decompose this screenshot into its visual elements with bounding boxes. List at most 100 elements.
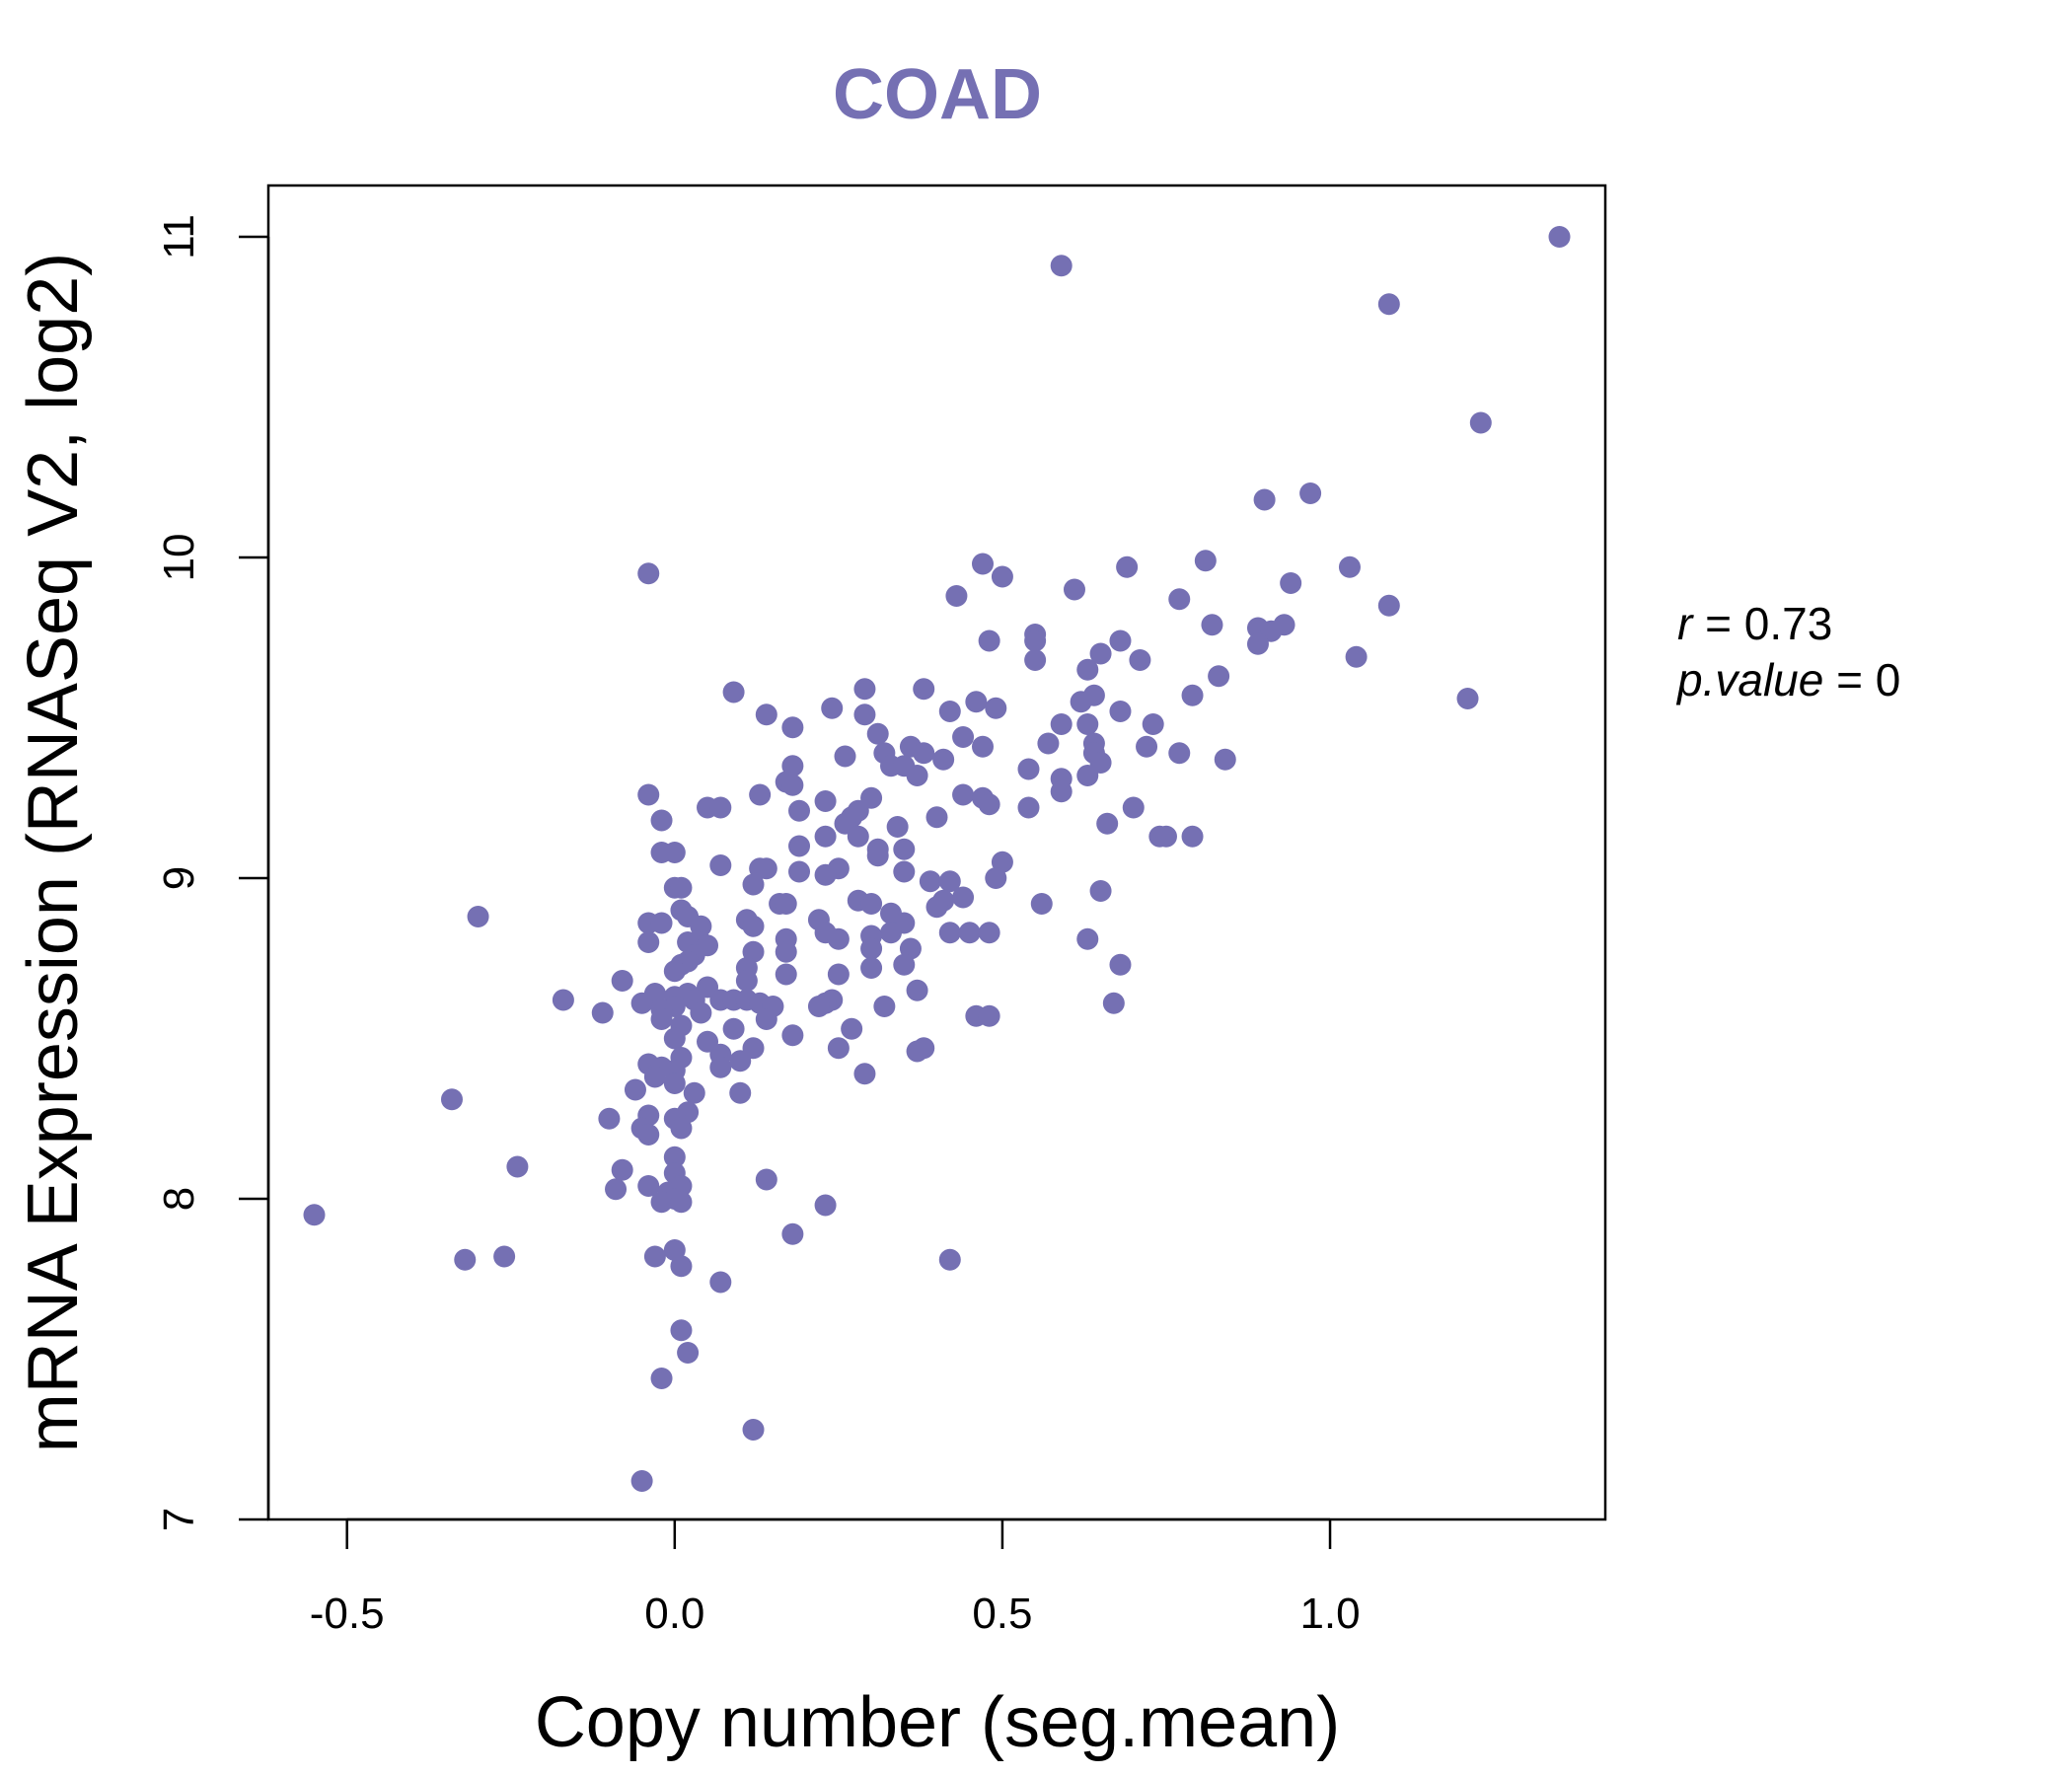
data-point (860, 937, 883, 960)
data-point (1076, 927, 1099, 950)
data-point (1377, 594, 1400, 617)
data-point (493, 1245, 516, 1268)
data-point (814, 790, 837, 812)
data-point (1070, 691, 1092, 713)
data-point (945, 585, 968, 607)
data-point (729, 1081, 752, 1104)
data-point (670, 1319, 693, 1342)
y-axis-label: mRNA Expression (RNASeq V2, log2) (14, 253, 93, 1452)
data-point (1050, 780, 1073, 803)
plot-frame (266, 184, 1607, 1521)
data-point (1063, 578, 1085, 601)
x-tick-label: 0.0 (644, 1590, 704, 1638)
data-point (893, 838, 916, 860)
data-point (440, 1088, 463, 1111)
data-point (1017, 796, 1040, 819)
data-point (775, 940, 797, 963)
data-point (742, 915, 765, 937)
data-point (650, 1368, 673, 1389)
data-point (1168, 588, 1191, 611)
data-point (1377, 293, 1400, 316)
data-point (755, 857, 777, 880)
data-point (781, 1024, 804, 1047)
data-point (663, 1146, 686, 1168)
y-tick-label: 10 (155, 534, 203, 582)
data-point (860, 893, 883, 915)
data-point (729, 1050, 752, 1073)
data-point (938, 922, 961, 944)
data-point (781, 1222, 804, 1245)
y-tick-label: 11 (155, 214, 203, 259)
data-point (663, 960, 686, 983)
data-point (1345, 645, 1368, 668)
data-point (467, 906, 489, 927)
data-point (637, 1124, 660, 1146)
data-point (722, 1017, 745, 1040)
data-point (1017, 758, 1040, 780)
data-point (932, 748, 955, 771)
data-point (1142, 713, 1164, 735)
p-symbol: p.value (1675, 654, 1823, 705)
data-point (775, 893, 797, 915)
data-point (860, 957, 883, 979)
data-point (775, 963, 797, 986)
data-point (709, 1056, 732, 1078)
data-point (788, 799, 811, 822)
data-point (853, 678, 876, 701)
data-point (1037, 732, 1060, 755)
data-point (866, 845, 889, 867)
data-point (1076, 713, 1099, 735)
data-point (873, 996, 896, 1017)
data-point (880, 922, 903, 944)
data-point (913, 742, 935, 765)
data-point (755, 1008, 777, 1030)
data-point (1050, 255, 1073, 277)
data-point (1050, 713, 1073, 735)
data-point (1076, 658, 1099, 681)
data-point (650, 1008, 673, 1030)
data-point (807, 996, 830, 1017)
data-point (1469, 411, 1492, 434)
y-tick-label: 7 (155, 1508, 203, 1531)
data-point (938, 1248, 961, 1271)
data-point (643, 1066, 666, 1088)
data-point (722, 681, 745, 703)
data-point (1096, 812, 1119, 835)
data-point (978, 1004, 1000, 1027)
data-point (611, 970, 633, 992)
data-point (670, 1191, 693, 1214)
data-point (1089, 642, 1112, 665)
data-point (925, 896, 948, 919)
data-point (630, 992, 653, 1014)
data-point (971, 553, 994, 575)
data-point (781, 774, 804, 796)
data-point (650, 809, 673, 832)
data-point (637, 931, 660, 953)
data-point (598, 1107, 621, 1130)
data-point (630, 1470, 653, 1492)
data-point (827, 963, 850, 986)
data-point (677, 1342, 700, 1364)
correlation-annotation: r = 0.73 (1677, 598, 1832, 649)
data-point (1208, 665, 1230, 688)
data-point (1024, 649, 1047, 671)
data-point (971, 735, 994, 758)
data-point (1201, 614, 1223, 636)
data-point (1076, 765, 1099, 786)
data-point (637, 783, 660, 806)
data-point (853, 1063, 876, 1085)
data-point (1338, 555, 1361, 578)
data-point (781, 716, 804, 739)
data-point (690, 915, 712, 937)
data-point (663, 1027, 686, 1050)
data-point (591, 1001, 614, 1024)
data-point (663, 842, 686, 863)
data-point (1253, 488, 1276, 511)
data-point (991, 565, 1013, 588)
data-point (709, 1271, 732, 1294)
data-point (663, 1073, 686, 1094)
x-axis-label: Copy number (seg.mean) (535, 1683, 1340, 1762)
data-point (978, 793, 1000, 816)
r-symbol: r (1677, 598, 1694, 649)
